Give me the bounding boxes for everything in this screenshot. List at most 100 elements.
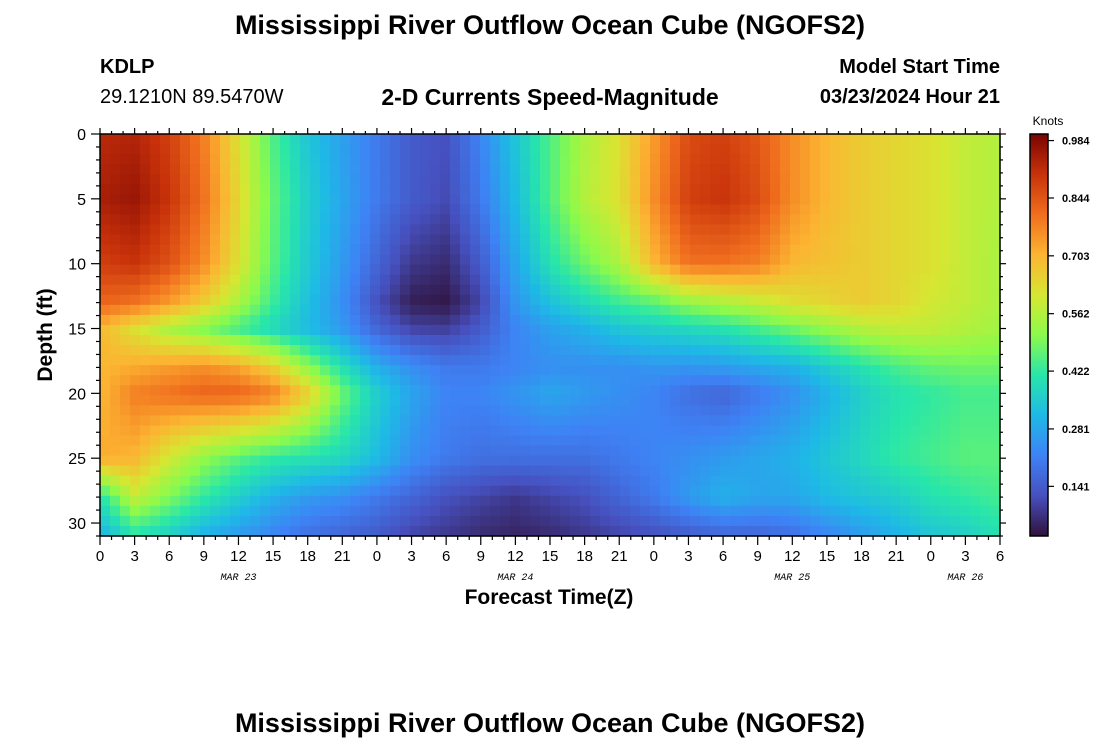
heatmap-cell: [420, 345, 431, 356]
heatmap-cell: [940, 244, 951, 256]
heatmap-cell: [440, 234, 451, 246]
heatmap-cell: [390, 365, 401, 376]
heatmap-cell: [290, 174, 301, 185]
heatmap-cell: [940, 405, 951, 416]
heatmap-cell: [960, 224, 971, 236]
heatmap-cell: [100, 264, 111, 276]
heatmap-cell: [130, 254, 141, 266]
heatmap-cell: [210, 415, 221, 427]
heatmap-cell: [210, 244, 221, 256]
heatmap-cell: [190, 365, 201, 376]
heatmap-cell: [540, 345, 551, 356]
heatmap-cell: [630, 224, 641, 236]
heatmap-cell: [140, 495, 151, 507]
heatmap-cell: [470, 425, 481, 437]
heatmap-cell: [600, 395, 611, 406]
heatmap-cell: [490, 204, 501, 215]
heatmap-cell: [670, 324, 681, 336]
heatmap-cell: [120, 515, 131, 527]
heatmap-cell: [360, 254, 371, 266]
heatmap-cell: [770, 294, 781, 306]
heatmap-cell: [280, 274, 291, 286]
heatmap-cell: [250, 294, 261, 306]
heatmap-cell: [710, 465, 721, 477]
heatmap-cell: [540, 525, 551, 537]
x-tick-label: 12: [230, 548, 247, 565]
heatmap-cell: [260, 435, 271, 447]
heatmap-cell: [870, 274, 881, 286]
heatmap-cell: [250, 415, 261, 427]
heatmap-cell: [750, 314, 761, 326]
heatmap-cell: [140, 395, 151, 406]
heatmap-cell: [360, 345, 371, 356]
heatmap-cell: [310, 525, 321, 537]
heatmap-cell: [850, 495, 861, 507]
heatmap-cell: [220, 204, 231, 215]
heatmap-cell: [810, 174, 821, 185]
heatmap-cell: [430, 164, 441, 175]
heatmap-cell: [640, 234, 651, 246]
heatmap-cell: [620, 495, 631, 507]
heatmap-cell: [130, 395, 141, 406]
heatmap-cell: [420, 415, 431, 427]
heatmap-cell: [780, 455, 791, 467]
heatmap-cell: [420, 244, 431, 256]
colorbar-unit: Knots: [1033, 114, 1064, 128]
heatmap-cell: [370, 505, 381, 517]
heatmap-cell: [340, 405, 351, 416]
heatmap-cell: [530, 154, 541, 165]
heatmap-cell: [260, 264, 271, 276]
heatmap-cell: [290, 314, 301, 326]
heatmap-cell: [990, 284, 1001, 296]
heatmap-cell: [830, 335, 841, 346]
heatmap-cell: [920, 304, 931, 316]
heatmap-cell: [680, 415, 691, 427]
heatmap-cell: [580, 525, 591, 537]
heatmap-cell: [310, 405, 321, 416]
heatmap-cell: [860, 324, 871, 336]
heatmap-cell: [770, 184, 781, 195]
heatmap-cell: [820, 355, 831, 366]
heatmap-cell: [880, 144, 891, 155]
heatmap-cell: [960, 294, 971, 306]
heatmap-cell: [550, 234, 561, 246]
heatmap-cell: [130, 304, 141, 316]
heatmap-cell: [180, 144, 191, 155]
heatmap-cell: [550, 455, 561, 467]
heatmap-cell: [370, 324, 381, 336]
heatmap-cell: [100, 365, 111, 376]
heatmap-cell: [650, 455, 661, 467]
heatmap-cell: [670, 174, 681, 185]
heatmap-cell: [300, 435, 311, 447]
heatmap-cell: [510, 174, 521, 185]
heatmap-cell: [610, 194, 621, 205]
heatmap-cell: [690, 154, 701, 165]
heatmap-cell: [770, 234, 781, 246]
heatmap-cell: [140, 174, 151, 185]
heatmap-cell: [470, 345, 481, 356]
heatmap-cell: [690, 304, 701, 316]
heatmap-cell: [950, 455, 961, 467]
heatmap-cell: [820, 335, 831, 346]
heatmap-cell: [730, 475, 741, 487]
heatmap-cell: [820, 395, 831, 406]
heatmap-cell: [680, 234, 691, 246]
heatmap-cell: [410, 284, 421, 296]
heatmap-cell: [220, 304, 231, 316]
heatmap-cell: [420, 254, 431, 266]
heatmap-cell: [470, 365, 481, 376]
heatmap-cell: [710, 415, 721, 427]
heatmap-cell: [490, 284, 501, 296]
heatmap-cell: [500, 365, 511, 376]
heatmap-cell: [760, 214, 771, 226]
heatmap-cell: [940, 294, 951, 306]
heatmap-cell: [850, 455, 861, 467]
heatmap-cell: [560, 214, 571, 226]
heatmap-cell: [490, 254, 501, 266]
heatmap-cell: [790, 254, 801, 266]
heatmap-cell: [650, 254, 661, 266]
heatmap-cell: [290, 485, 301, 497]
heatmap-cell: [310, 485, 321, 497]
chart-subtitle: 2-D Currents Speed-Magnitude: [381, 84, 719, 110]
heatmap-cell: [790, 465, 801, 477]
